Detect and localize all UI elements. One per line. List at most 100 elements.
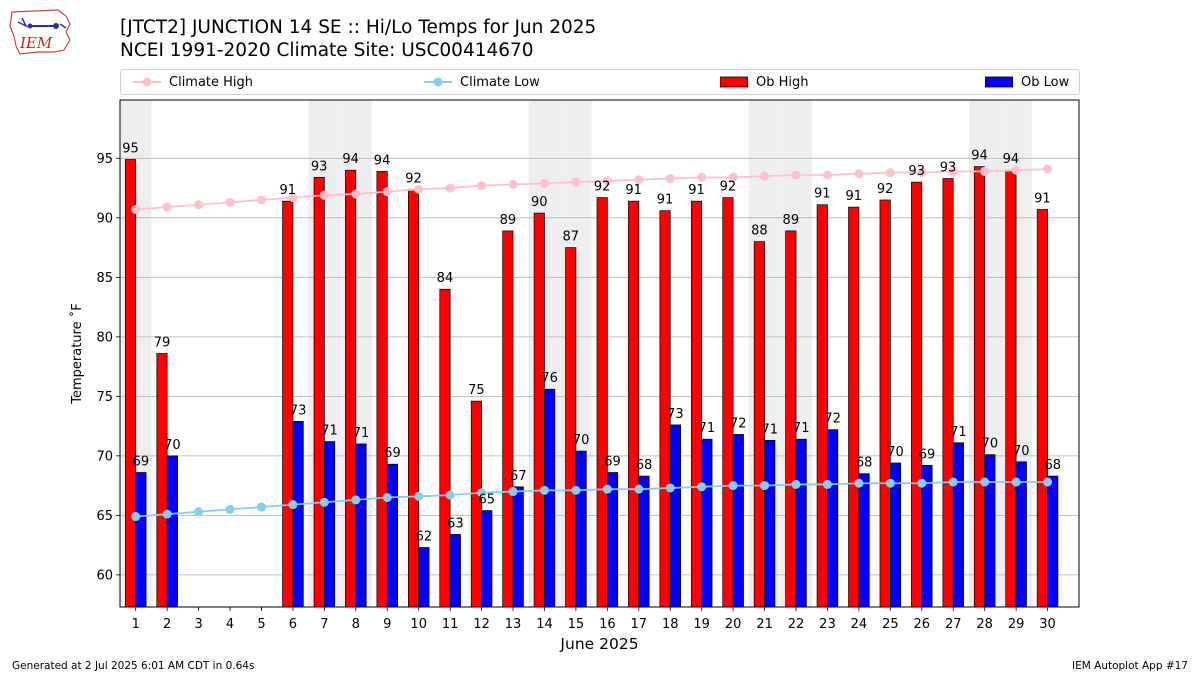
ob-low-label-24: 68 [856,456,873,471]
ob-low-label-26: 69 [919,447,936,462]
climate-high-point-19 [697,172,707,182]
ob-low-bar-18 [669,424,681,608]
ob-high-bar-7 [313,177,325,608]
ob-high-bar-25 [879,199,891,608]
climate-low-point-20 [728,481,738,491]
ytick-label-70: 70 [96,449,113,464]
climate-high-point-16 [602,176,612,186]
climate-low-point-27 [948,477,958,487]
ob-high-label-11: 84 [437,271,454,286]
xtick-label-11: 11 [442,617,459,632]
climate-low-point-12 [477,488,487,498]
xtick-label-12: 12 [473,617,490,632]
ob-low-bar-8 [355,443,367,608]
xtick-label-10: 10 [410,617,427,632]
climate-low-point-19 [697,482,707,492]
ob-low-label-7: 71 [321,424,338,439]
footer-generated: Generated at 2 Jul 2025 6:01 AM CDT in 0… [12,660,255,672]
ob-low-label-29: 70 [1013,444,1030,459]
climate-high-point-27 [948,166,958,176]
ob-low-bar-17 [638,475,650,608]
legend-label-climate-low: Climate Low [460,74,540,90]
ob-high-label-29: 94 [1003,152,1020,167]
ytick-label-65: 65 [96,509,113,524]
xtick-label-25: 25 [882,617,899,632]
ob-low-bar-12 [481,510,493,608]
ob-low-bar-24 [858,473,870,608]
ob-low-bar-23 [827,429,839,608]
climate-high-point-2 [162,202,172,212]
ob-low-label-14: 76 [541,371,558,386]
xtick-label-15: 15 [568,617,585,632]
ob-high-label-25: 92 [877,182,894,197]
climate-low-point-5 [256,502,266,512]
climate-low-point-7 [319,497,329,507]
ob-high-label-19: 91 [688,183,705,198]
climate-low-point-15 [571,485,581,495]
climate-low-point-28 [980,477,990,487]
ob-high-label-17: 91 [625,183,642,198]
xtick-label-1: 1 [132,617,140,632]
ob-low-bar-1 [135,472,147,608]
ob-high-label-21: 88 [751,224,768,239]
xtick-label-14: 14 [536,617,553,632]
climate-high-point-25 [885,168,895,178]
ob-low-bar-6 [292,420,304,608]
ob-high-bar-22 [785,230,797,608]
xtick-label-2: 2 [163,617,171,632]
climate-low-point-30 [1043,477,1053,487]
legend-label-ob-high: Ob High [756,74,809,90]
ytick-label-85: 85 [96,271,113,286]
ob-low-label-30: 68 [1044,458,1061,473]
xtick-label-20: 20 [725,617,742,632]
climate-low-point-26 [917,478,927,488]
ytick-label-90: 90 [96,211,113,226]
xtick-label-30: 30 [1039,617,1056,632]
ob-low-label-10: 62 [416,529,433,544]
ob-low-label-12: 65 [479,493,496,508]
climate-low-point-21 [760,481,770,491]
climate-high-point-6 [288,193,298,203]
ytick-label-75: 75 [96,390,113,405]
climate-high-point-30 [1043,164,1053,174]
legend-item-climate-high: Climate High [133,70,253,94]
xtick-label-24: 24 [851,617,868,632]
climate-low-point-29 [1011,477,1021,487]
climate-high-point-18 [665,174,675,184]
climate-low-point-1 [131,512,141,522]
climate-high-point-10 [414,184,424,194]
ob-high-label-2: 79 [154,336,171,351]
ytick-label-60: 60 [96,568,113,583]
xtick-label-26: 26 [914,617,931,632]
ob-low-bar-21 [764,440,776,608]
xtick-label-16: 16 [599,617,616,632]
ob-low-label-28: 70 [982,437,999,452]
ob-low-label-22: 71 [793,421,810,436]
climate-high-line [135,168,1048,211]
ob-high-bar-14 [533,212,545,608]
climate-high-point-28 [980,166,990,176]
ob-low-label-23: 72 [824,412,841,427]
ob-high-label-10: 92 [405,171,422,186]
ob-high-bar-26 [911,181,923,608]
climate-low-point-18 [665,483,675,493]
ob-high-bar-30 [1036,209,1048,608]
ob-high-label-20: 92 [720,180,737,195]
ob-high-bar-16 [596,197,608,608]
xtick-label-5: 5 [257,617,265,632]
ob-low-bar-22 [795,438,807,608]
ob-high-bar-19 [690,200,703,608]
ob-high-label-6: 91 [279,183,296,198]
climate-high-point-11 [445,183,455,193]
ob-high-label-27: 93 [940,161,957,176]
climate-low-point-11 [445,490,455,500]
xtick-label-23: 23 [819,617,836,632]
ob-high-bar-27 [942,178,954,608]
xtick-label-19: 19 [693,617,710,632]
ob-low-bar-27 [952,442,964,608]
chart-subtitle: NCEI 1991-2020 Climate Site: USC00414670 [120,40,534,61]
ob-high-bar-13 [502,230,514,608]
ob-high-label-7: 93 [311,159,328,174]
ob-high-label-1: 95 [122,142,139,157]
